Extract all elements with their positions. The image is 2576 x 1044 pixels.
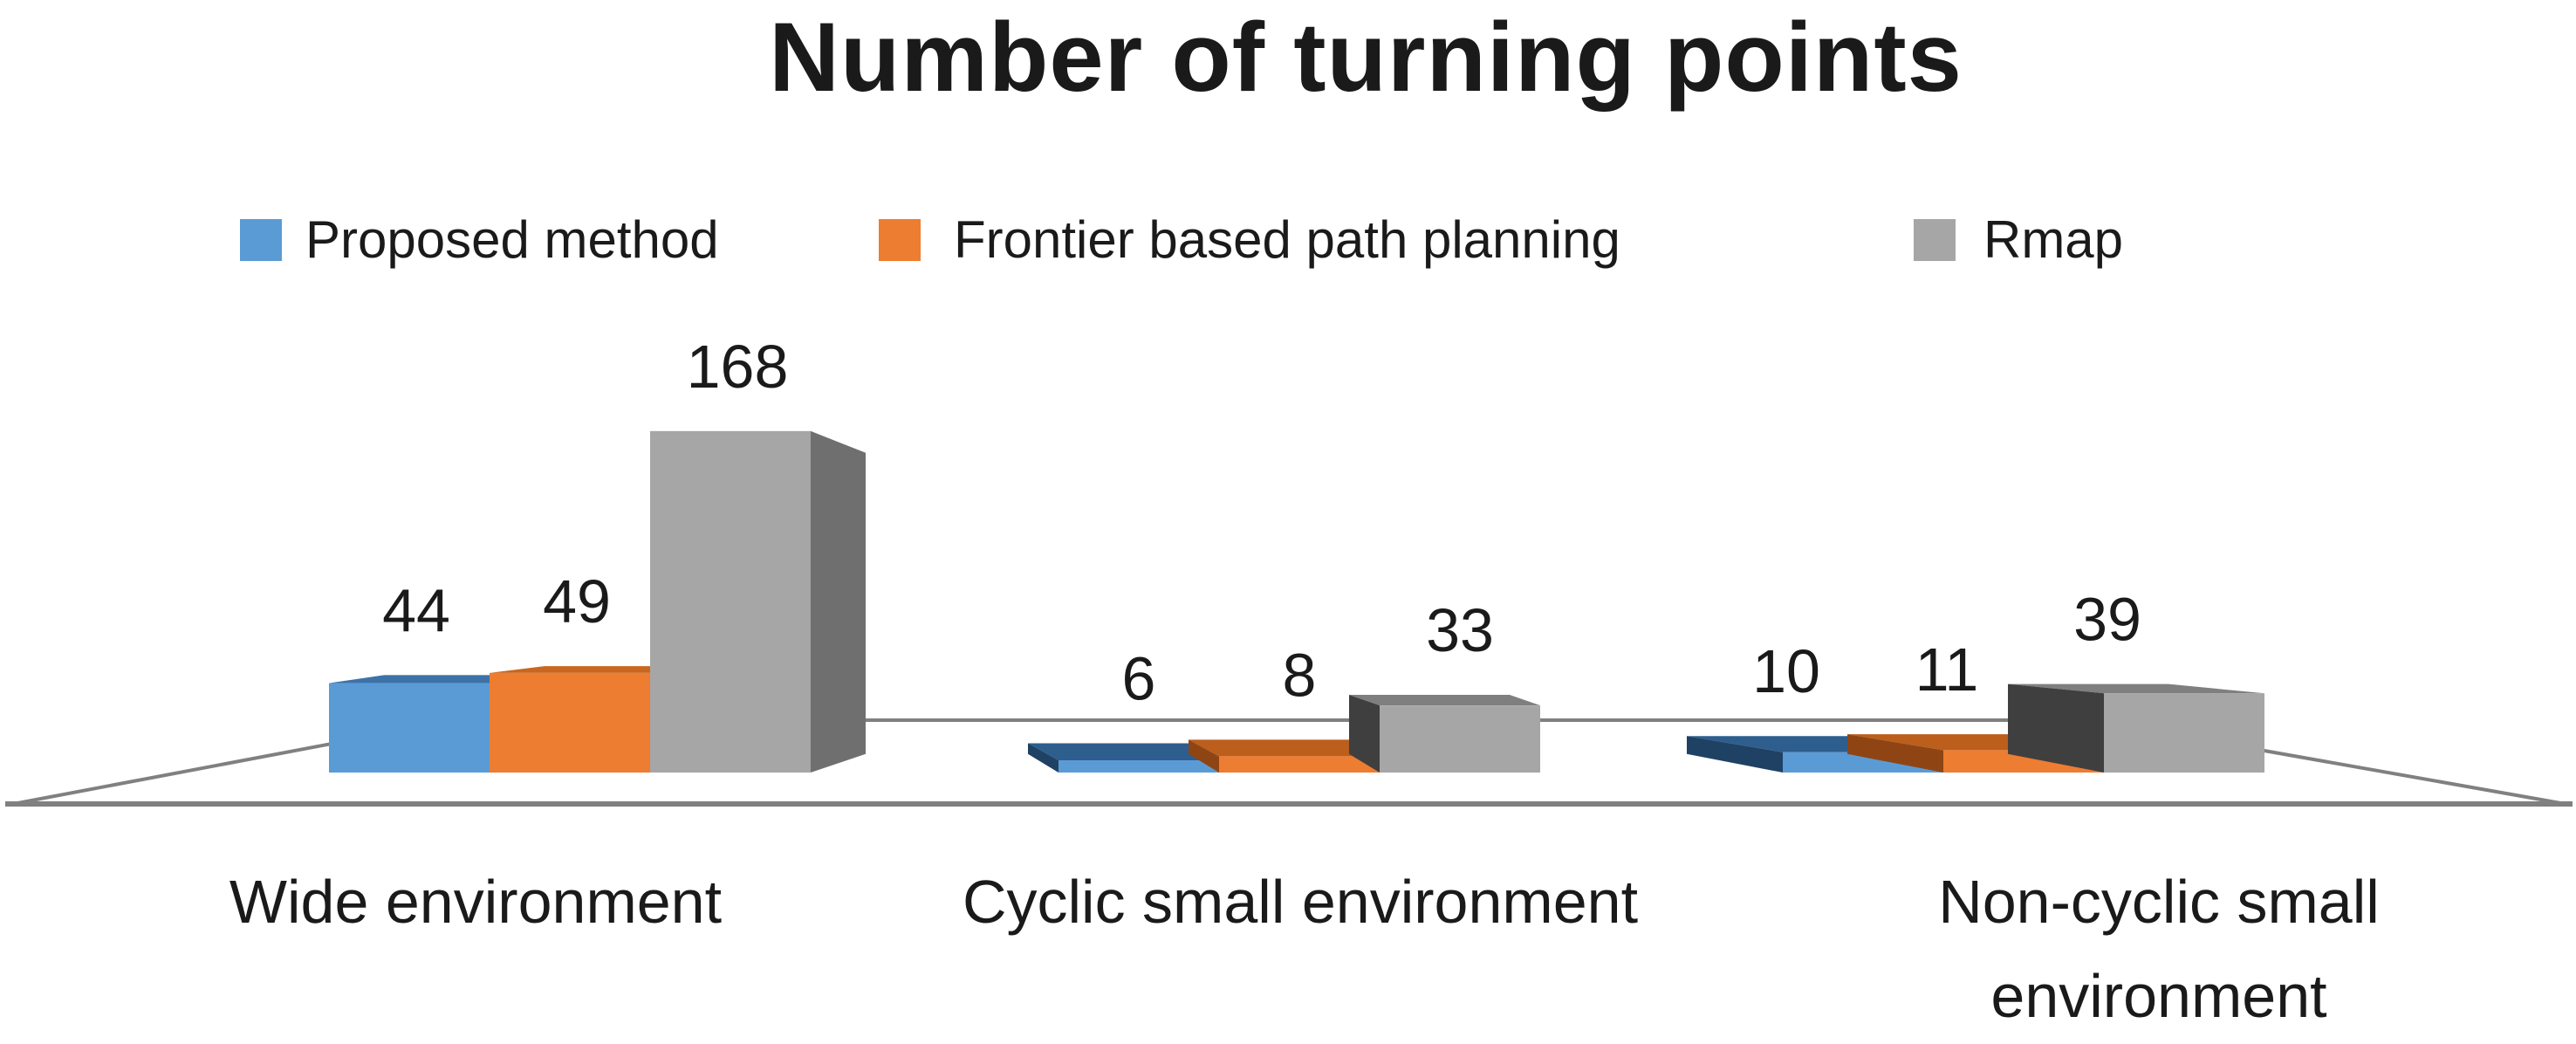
bar-frontier-based-path-planning-cyclic-small-environment (1189, 739, 1380, 773)
legend-item-proposed-method: Proposed method (240, 210, 719, 269)
value-label-rmap-cyclic-small-environment: 33 (1426, 596, 1494, 664)
bar-front-face (2104, 693, 2264, 773)
legend-swatch-rmap (1914, 219, 1956, 261)
bar-front-face (490, 672, 650, 773)
legend-swatch-frontier-based-path-planning (879, 219, 921, 261)
bar-side-face (1847, 734, 1943, 773)
legend-item-frontier-based-path-planning: Frontier based path planning (879, 210, 1620, 269)
category-label-cyclic-small-environment: Cyclic small environment (963, 868, 1638, 936)
bar-top-face (1028, 743, 1219, 761)
bar-rmap-wide-environment (650, 430, 866, 773)
bar-side-face (1028, 743, 1058, 773)
value-labels-layer: 44 49 168 6 8 33 10 11 39 (382, 333, 2141, 713)
value-label-rmap-non-cyclic-small-environment: 39 (2073, 586, 2141, 654)
value-label-frontier-based-path-planning-wide-environment: 49 (543, 567, 611, 635)
value-label-rmap-wide-environment: 168 (687, 333, 789, 401)
legend-swatch-proposed-method (240, 219, 282, 261)
category-labels-layer: Wide environment Cyclic small environment… (230, 868, 2380, 1030)
bar-side-face (1349, 695, 1380, 773)
bars-layer (329, 430, 2264, 773)
value-label-proposed-method-non-cyclic-small-environment: 10 (1752, 637, 1820, 705)
bar-front-face (329, 683, 490, 773)
bar-proposed-method-cyclic-small-environment (1028, 743, 1219, 773)
chart-title: Number of turning points (769, 3, 1963, 112)
value-label-frontier-based-path-planning-cyclic-small-environment: 8 (1283, 641, 1317, 709)
bar-front-face (650, 430, 811, 773)
category-label-wide-environment: Wide environment (230, 868, 722, 936)
bar-rmap-cyclic-small-environment (1349, 695, 1540, 773)
bar-front-face (1058, 760, 1219, 773)
bar-rmap-non-cyclic-small-environment (2008, 683, 2264, 773)
bar-side-face (2008, 683, 2104, 773)
bar-front-face (1380, 705, 1540, 773)
bar-top-face (1189, 739, 1380, 757)
legend-label-proposed-method: Proposed method (305, 210, 719, 269)
value-label-frontier-based-path-planning-non-cyclic-small-environment: 11 (1915, 635, 1979, 704)
bar-top-face (2008, 683, 2264, 694)
chart-legend: Proposed method Frontier based path plan… (240, 210, 2123, 269)
bar-side-face (1687, 736, 1783, 773)
bar-side-face (811, 430, 866, 773)
category-label-non-cyclic-small-environment-line2: environment (1990, 962, 2326, 1030)
bar-front-face (1219, 756, 1380, 773)
legend-label-frontier-based-path-planning: Frontier based path planning (954, 210, 1620, 269)
value-label-proposed-method-cyclic-small-environment: 6 (1122, 644, 1156, 712)
value-label-proposed-method-wide-environment: 44 (382, 576, 450, 644)
legend-label-rmap: Rmap (1983, 210, 2123, 269)
bar-top-face (1349, 695, 1540, 706)
bar-side-face (1189, 739, 1219, 773)
legend-item-rmap: Rmap (1914, 210, 2123, 269)
category-label-non-cyclic-small-environment-line1: Non-cyclic small (1938, 868, 2380, 936)
